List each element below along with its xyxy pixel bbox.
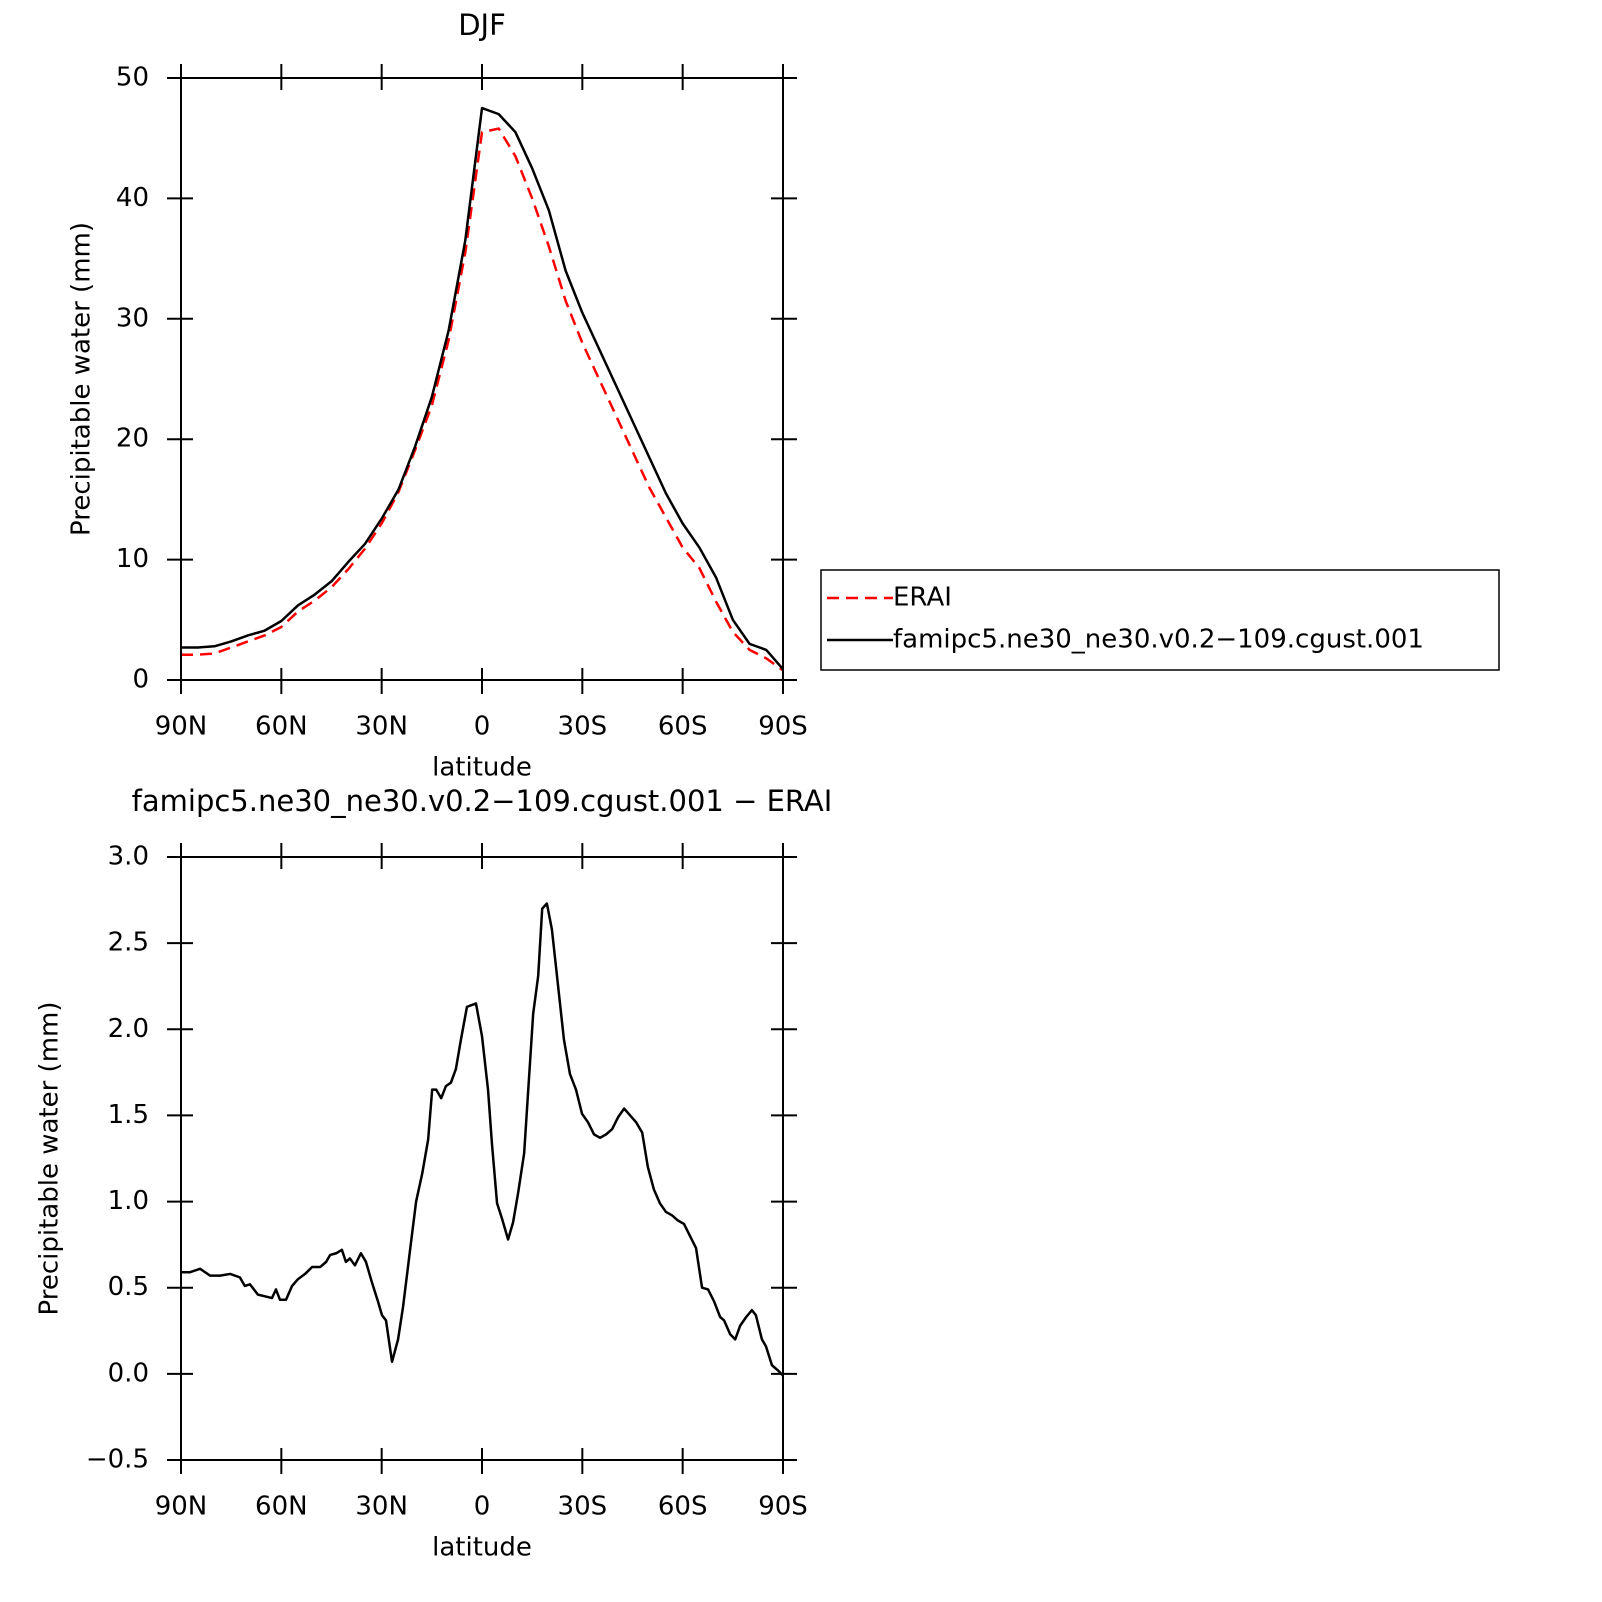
y-tick-label: 40 [116, 183, 149, 213]
x-tick-label: 30S [558, 712, 608, 742]
y-tick-label: 3.0 [108, 842, 149, 872]
y-tick-label: 0 [132, 665, 149, 695]
plot-frame [180, 77, 784, 681]
y-tick-label: −0.5 [86, 1445, 149, 1475]
chart-title: famipc5.ne30_ne30.v0.2−109.cgust.001 − E… [132, 784, 833, 818]
y-tick-label: 0.5 [108, 1272, 149, 1302]
y-tick-label: 2.5 [108, 928, 149, 958]
y-tick-label: 10 [116, 544, 149, 574]
y-tick-label: 1.0 [108, 1186, 149, 1216]
y-tick-label: 50 [116, 63, 149, 93]
data-line [181, 902, 784, 1377]
x-tick-label: 0 [474, 712, 491, 742]
x-tick-label: 30S [558, 1492, 608, 1522]
y-tick-label: 1.5 [108, 1100, 149, 1130]
y-tick-label: 20 [116, 424, 149, 454]
x-tick-label: 30N [355, 1492, 408, 1522]
x-tick-label: 60N [255, 1492, 308, 1522]
x-tick-label: 60N [255, 712, 308, 742]
x-tick-label: 30N [355, 712, 408, 742]
y-tick-label: 0.0 [108, 1358, 149, 1388]
chart-title: DJF [458, 8, 506, 42]
x-axis-label: latitude [432, 753, 532, 783]
y-axis-label: Precipitable water (mm) [67, 222, 97, 536]
y-tick-label: 2.0 [108, 1014, 149, 1044]
x-tick-label: 90S [758, 1492, 808, 1522]
plot-frame [180, 856, 784, 1461]
y-axis-label: Precipitable water (mm) [35, 1002, 65, 1316]
x-tick-label: 0 [474, 1492, 491, 1522]
legend-label: ERAI [893, 583, 952, 613]
data-line [181, 127, 784, 672]
x-tick-label: 60S [658, 712, 708, 742]
legend-label: famipc5.ne30_ne30.v0.2−109.cgust.001 [893, 625, 1424, 655]
x-tick-label: 90N [155, 1492, 208, 1522]
x-axis-label: latitude [432, 1533, 532, 1563]
x-tick-label: 90S [758, 712, 808, 742]
data-line [181, 106, 784, 670]
x-tick-label: 90N [155, 712, 208, 742]
legend-box [820, 569, 1500, 671]
x-tick-label: 60S [658, 1492, 708, 1522]
y-tick-label: 30 [116, 303, 149, 333]
